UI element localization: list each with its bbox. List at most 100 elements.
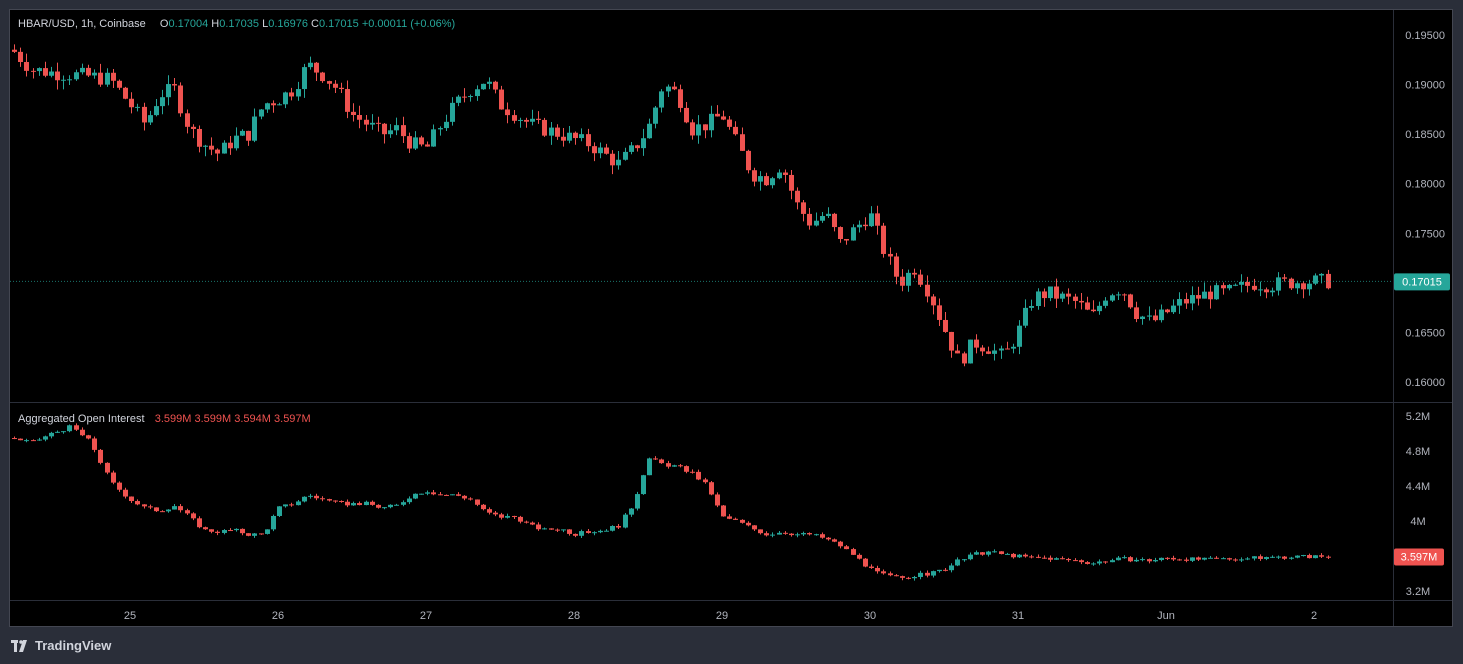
oi-candle[interactable] [462, 495, 467, 499]
oi-candle[interactable] [1153, 560, 1158, 562]
price-candle[interactable] [438, 128, 443, 130]
price-candle[interactable] [1270, 290, 1275, 293]
oi-candle[interactable] [943, 569, 948, 571]
oi-candle[interactable] [1048, 557, 1053, 560]
price-candle[interactable] [703, 124, 708, 131]
price-candle[interactable] [807, 213, 812, 226]
price-candle[interactable] [456, 96, 461, 103]
price-candle[interactable] [178, 85, 183, 114]
oi-candle[interactable] [178, 506, 183, 511]
price-candle[interactable] [641, 138, 646, 149]
oi-candle[interactable] [394, 504, 399, 506]
oi-candle[interactable] [986, 551, 991, 555]
oi-candle[interactable] [468, 498, 473, 500]
oi-candle[interactable] [357, 503, 362, 506]
oi-candle[interactable] [111, 472, 116, 483]
oi-candle[interactable] [129, 496, 134, 502]
price-candle[interactable] [1122, 294, 1127, 296]
price-candle[interactable] [672, 86, 677, 90]
oi-candle[interactable] [1258, 556, 1263, 559]
price-candle[interactable] [1066, 293, 1071, 297]
price-candle[interactable] [259, 109, 264, 117]
oi-candle[interactable] [814, 534, 819, 536]
price-candle[interactable] [1091, 309, 1096, 312]
oi-candle[interactable] [888, 573, 893, 576]
price-candle[interactable] [345, 89, 350, 112]
price-candle[interactable] [111, 72, 116, 81]
oi-candle[interactable] [1073, 560, 1078, 562]
price-candle[interactable] [1289, 278, 1294, 289]
oi-candle[interactable] [370, 501, 375, 505]
price-candle[interactable] [481, 83, 486, 90]
oi-candle[interactable] [894, 575, 899, 577]
oi-candle[interactable] [659, 459, 664, 464]
price-candle[interactable] [783, 172, 788, 175]
oi-candle[interactable] [1326, 556, 1331, 558]
price-candle[interactable] [1252, 285, 1257, 290]
price-candle[interactable] [999, 348, 1004, 351]
price-candle[interactable] [579, 134, 584, 139]
price-candle[interactable] [1295, 283, 1300, 289]
oi-candle[interactable] [283, 504, 288, 507]
price-candle[interactable] [1023, 307, 1028, 326]
oi-candle[interactable] [413, 493, 418, 499]
price-candle[interactable] [55, 71, 60, 81]
price-candle[interactable] [215, 149, 220, 154]
price-candle[interactable] [598, 147, 603, 154]
price-candle[interactable] [172, 84, 177, 86]
price-candle[interactable] [900, 276, 905, 286]
price-candle[interactable] [777, 172, 782, 179]
oi-candle[interactable] [1313, 555, 1318, 559]
price-candle[interactable] [925, 284, 930, 297]
price-candle[interactable] [881, 225, 886, 254]
price-candle[interactable] [604, 147, 609, 154]
oi-candle[interactable] [524, 521, 529, 523]
oi-candle[interactable] [616, 526, 621, 528]
price-candle[interactable] [918, 274, 923, 285]
oi-candle[interactable] [604, 530, 609, 532]
oi-candle[interactable] [388, 504, 393, 508]
oi-candle[interactable] [185, 510, 190, 514]
price-candle[interactable] [468, 96, 473, 98]
oi-candle[interactable] [86, 435, 91, 439]
oi-candle[interactable] [881, 571, 886, 574]
oi-candle[interactable] [931, 571, 936, 576]
price-candle[interactable] [653, 107, 658, 124]
price-candle[interactable] [832, 213, 837, 228]
price-candle[interactable] [1085, 302, 1090, 310]
oi-candle[interactable] [117, 482, 122, 490]
price-candle[interactable] [246, 130, 251, 141]
price-candle[interactable] [820, 216, 825, 221]
oi-candle[interactable] [635, 494, 640, 509]
price-candle[interactable] [635, 145, 640, 149]
price-candle[interactable] [1147, 315, 1152, 317]
oi-candle[interactable] [696, 471, 701, 480]
oi-candle[interactable] [320, 498, 325, 500]
oi-candle[interactable] [1005, 553, 1010, 555]
oi-candle[interactable] [653, 458, 658, 460]
oi-candle[interactable] [586, 531, 591, 533]
price-candle[interactable] [814, 220, 819, 226]
price-candle[interactable] [98, 72, 103, 85]
price-candle[interactable] [314, 62, 319, 73]
chart-canvas[interactable]: 0.19500 0.19000 0.18500 0.18000 0.17500 0.170… [10, 10, 1452, 626]
oi-candle[interactable] [715, 494, 720, 506]
oi-candle[interactable] [487, 509, 492, 513]
price-candle[interactable] [1036, 291, 1041, 307]
price-candle[interactable] [1140, 316, 1145, 320]
oi-candle[interactable] [980, 552, 985, 555]
price-candle[interactable] [1208, 291, 1213, 300]
oi-candle[interactable] [277, 506, 282, 516]
price-candle[interactable] [1054, 286, 1059, 299]
price-candle[interactable] [1276, 277, 1281, 291]
price-candle[interactable] [875, 213, 880, 226]
price-candle[interactable] [986, 351, 991, 354]
price-candle[interactable] [74, 72, 79, 80]
oi-title[interactable]: Aggregated Open Interest [18, 413, 145, 425]
oi-candle[interactable] [838, 541, 843, 547]
price-candle[interactable] [364, 119, 369, 125]
oi-candle[interactable] [1116, 557, 1121, 561]
oi-candle[interactable] [327, 499, 332, 501]
oi-candle[interactable] [807, 533, 812, 535]
oi-candle[interactable] [265, 529, 270, 534]
